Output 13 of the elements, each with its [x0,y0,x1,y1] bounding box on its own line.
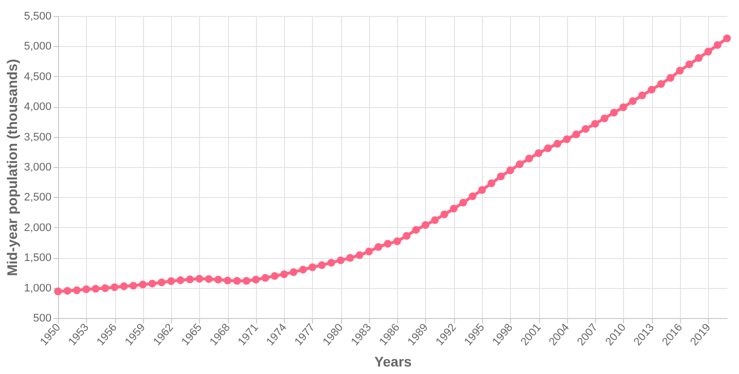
y-tick-label: 3,000 [24,162,52,174]
y-tick-label: 1,000 [24,282,52,294]
y-tick-label: 4,000 [24,101,52,114]
y-tick-label: 4,500 [24,70,52,83]
y-tick-label: 2,500 [24,192,52,204]
y-tick-label: 5,000 [24,40,52,53]
y-tick-label: 500 [33,312,52,324]
y-tick-label: 1,500 [24,252,52,264]
y-axis-title: Mid-year population (thousands) [4,59,20,276]
x-axis-title: Years [374,353,412,370]
y-tick-label: 3,500 [24,131,52,144]
y-tick-label: 5,500 [24,10,52,22]
y-tick-label: 2,000 [24,222,52,234]
